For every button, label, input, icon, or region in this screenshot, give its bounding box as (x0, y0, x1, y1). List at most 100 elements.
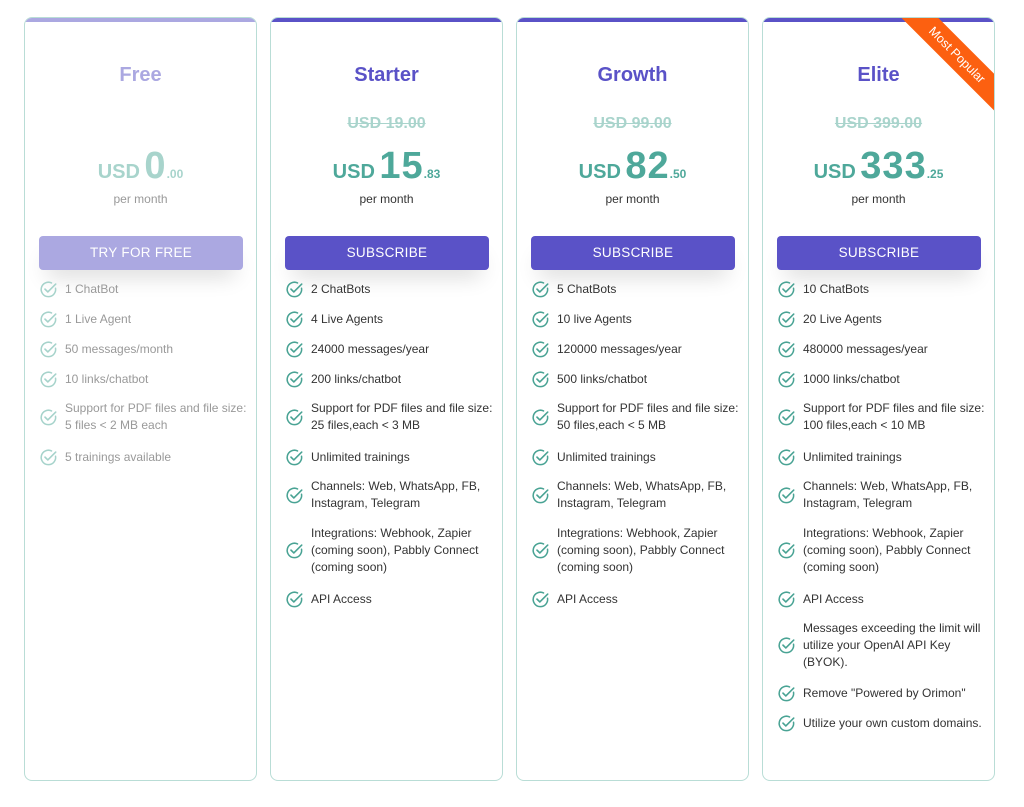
feature-text: Unlimited trainings (803, 450, 902, 464)
feature-text: 4 Live Agents (311, 312, 384, 326)
feature-item: Support for PDF files and file size: 50 … (531, 400, 742, 434)
feature-text: Channels: Web, WhatsApp, FB, Instagram, … (557, 479, 727, 510)
check-circle-icon (285, 541, 304, 560)
feature-text: Channels: Web, WhatsApp, FB, Instagram, … (803, 479, 973, 510)
check-circle-icon (531, 590, 550, 609)
feature-item: Channels: Web, WhatsApp, FB, Instagram, … (531, 478, 742, 512)
feature-text: 120000 messages/year (557, 342, 682, 356)
price-integer: 82 (625, 145, 670, 187)
check-circle-icon (531, 340, 550, 359)
feature-item: 10 links/chatbot (39, 370, 250, 389)
feature-item: 1 ChatBot (39, 280, 250, 299)
price-integer: 15 (379, 145, 424, 187)
plan-price: USD 82.50 (517, 145, 748, 188)
check-circle-icon (39, 340, 58, 359)
feature-item: Unlimited trainings (531, 448, 742, 467)
feature-text: 480000 messages/year (803, 342, 928, 356)
feature-item: 5 ChatBots (531, 280, 742, 299)
feature-text: 20 Live Agents (803, 312, 882, 326)
check-circle-icon (777, 310, 796, 329)
feature-text: 10 links/chatbot (65, 372, 149, 386)
try-for-free-button[interactable]: TRY FOR FREE (39, 236, 243, 270)
check-circle-icon (777, 486, 796, 505)
feature-item: 2 ChatBots (285, 280, 496, 299)
feature-text: Integrations: Webhook, Zapier (coming so… (803, 526, 971, 574)
check-circle-icon (285, 280, 304, 299)
price-period: per month (851, 192, 906, 206)
check-circle-icon (285, 370, 304, 389)
price-currency: USD (813, 161, 856, 183)
feature-item: 4 Live Agents (285, 310, 496, 329)
check-circle-icon (531, 408, 550, 427)
check-circle-icon (531, 541, 550, 560)
feature-text: Support for PDF files and file size: 50 … (557, 401, 739, 432)
feature-item: 10 live Agents (531, 310, 742, 329)
feature-text: 24000 messages/year (311, 342, 430, 356)
price-integer: 333 (860, 145, 927, 187)
feature-text: API Access (803, 592, 864, 606)
subscribe-button[interactable]: SUBSCRIBE (531, 236, 735, 270)
check-circle-icon (531, 280, 550, 299)
feature-text: 500 links/chatbot (557, 372, 648, 386)
original-price: USD 99.00 (593, 115, 672, 132)
feature-text: 200 links/chatbot (311, 372, 402, 386)
check-circle-icon (777, 370, 796, 389)
feature-item: 20 Live Agents (777, 310, 988, 329)
check-circle-icon (531, 370, 550, 389)
check-circle-icon (39, 408, 58, 427)
feature-item: Integrations: Webhook, Zapier (coming so… (531, 525, 742, 576)
feature-text: 2 ChatBots (311, 282, 371, 296)
check-circle-icon (39, 280, 58, 299)
feature-text: Unlimited trainings (311, 450, 410, 464)
subscribe-button[interactable]: SUBSCRIBE (777, 236, 981, 270)
check-circle-icon (39, 370, 58, 389)
feature-text: Channels: Web, WhatsApp, FB, Instagram, … (311, 479, 481, 510)
feature-item: Support for PDF files and file size: 25 … (285, 400, 496, 434)
price-currency: USD (578, 161, 621, 183)
check-circle-icon (777, 636, 796, 655)
price-decimal: .00 (166, 167, 184, 181)
check-circle-icon (285, 590, 304, 609)
price-decimal: .25 (926, 167, 944, 181)
feature-item: 5 trainings available (39, 448, 250, 467)
check-circle-icon (531, 448, 550, 467)
feature-text: API Access (557, 592, 618, 606)
feature-text: API Access (311, 592, 372, 606)
feature-text: 1 ChatBot (65, 282, 119, 296)
feature-item: Integrations: Webhook, Zapier (coming so… (285, 525, 496, 576)
feature-text: Support for PDF files and file size: 25 … (311, 401, 493, 432)
check-circle-icon (39, 310, 58, 329)
feature-item: API Access (531, 590, 742, 609)
feature-item: Unlimited trainings (777, 448, 988, 467)
subscribe-button[interactable]: SUBSCRIBE (285, 236, 489, 270)
feature-text: Support for PDF files and file size: 100… (803, 401, 985, 432)
plan-price: USD 0.00 (25, 145, 256, 188)
check-circle-icon (285, 408, 304, 427)
feature-text: 5 trainings available (65, 450, 172, 464)
feature-text: Unlimited trainings (557, 450, 656, 464)
price-period: per month (605, 192, 660, 206)
original-price: USD 19.00 (347, 115, 426, 132)
feature-item: Messages exceeding the limit will utiliz… (777, 620, 988, 671)
price-currency: USD (332, 161, 375, 183)
feature-text: Utilize your own custom domains. (803, 716, 982, 730)
check-circle-icon (777, 714, 796, 733)
plan-name: Elite (857, 64, 900, 86)
feature-text: Remove "Powered by Orimon" (803, 686, 966, 700)
feature-item: 10 ChatBots (777, 280, 988, 299)
plan-price: USD 333.25 (763, 145, 994, 188)
feature-item: 1000 links/chatbot (777, 370, 988, 389)
feature-item: Remove "Powered by Orimon" (777, 684, 988, 703)
plan-card-growth: Growth USD 99.00 USD 82.50 per month SUB… (516, 17, 749, 781)
feature-item: API Access (777, 590, 988, 609)
feature-item: 200 links/chatbot (285, 370, 496, 389)
feature-text: 5 ChatBots (557, 282, 617, 296)
check-circle-icon (777, 684, 796, 703)
feature-text: Support for PDF files and file size: 5 f… (65, 401, 247, 432)
check-circle-icon (285, 486, 304, 505)
feature-item: 50 messages/month (39, 340, 250, 359)
check-circle-icon (777, 280, 796, 299)
feature-item: Channels: Web, WhatsApp, FB, Instagram, … (777, 478, 988, 512)
feature-text: Messages exceeding the limit will utiliz… (803, 621, 981, 669)
plan-name: Free (119, 64, 162, 86)
